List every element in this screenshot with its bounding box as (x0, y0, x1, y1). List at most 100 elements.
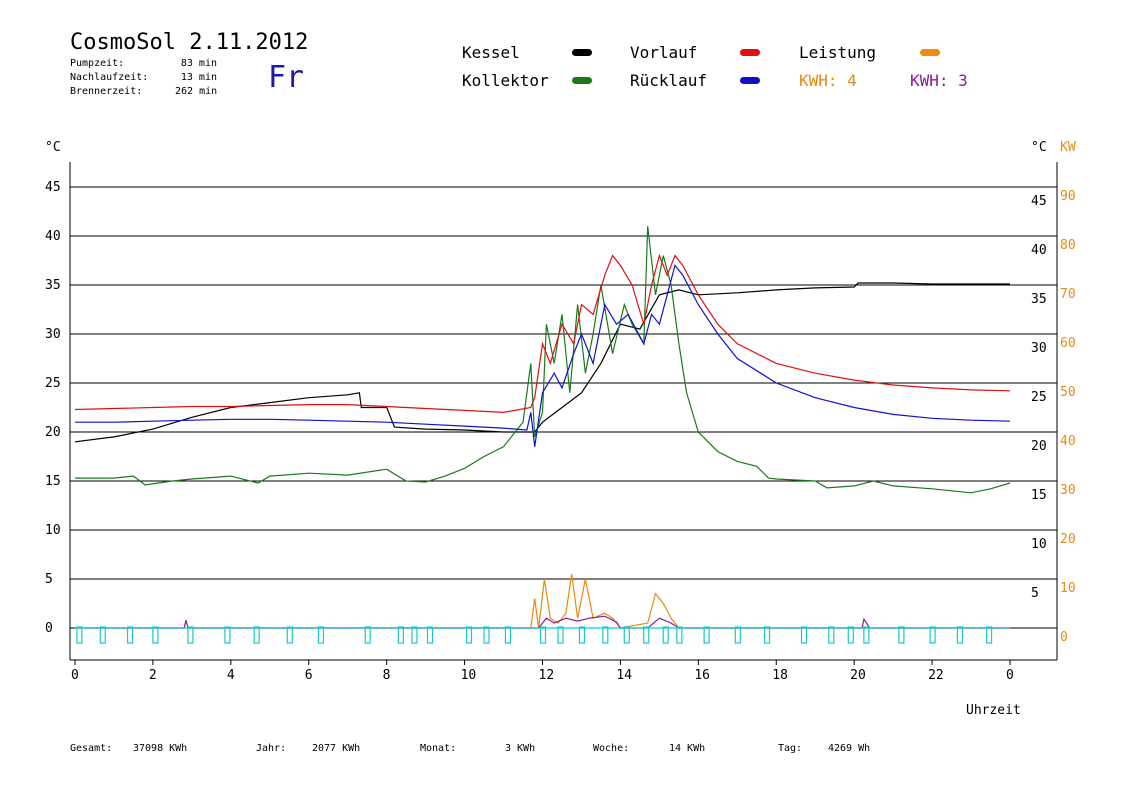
pump-marker (286, 626, 293, 644)
y-tick-label-right: 40 (1031, 243, 1047, 258)
pump-marker (734, 626, 741, 644)
y-tick-label-kw: 30 (1060, 483, 1076, 498)
y-tick-label-left: 20 (45, 425, 61, 440)
legend-label-kessel: Kessel (462, 43, 520, 62)
footer-tag-value: 4269 Wh (828, 743, 871, 754)
pump-marker (224, 626, 231, 644)
pump-marker (364, 626, 371, 644)
legend-kwh-4: KWH: 4 (799, 71, 857, 90)
pump-marker (929, 626, 936, 644)
y-tick-label-kw: 0 (1060, 630, 1068, 645)
y-axis-label-left: °C (45, 140, 61, 155)
x-tick-label: 2 (149, 668, 157, 683)
legend-swatch-kessel (572, 49, 592, 56)
series-line-kollektor (75, 226, 1011, 494)
x-tick-label: 6 (305, 668, 313, 683)
legend-kwh-3: KWH: 3 (910, 71, 968, 90)
footer-tag-label: Tag: (778, 743, 803, 754)
pump-marker (676, 626, 683, 644)
pump-marker (397, 626, 404, 644)
pump-marker (317, 626, 325, 644)
pump-marker (99, 626, 106, 644)
y-tick-label-left: 35 (45, 278, 61, 293)
legend-label-vorlauf: Vorlauf (630, 43, 698, 62)
series-line-kessel (74, 282, 1010, 443)
x-tick-label: 0 (1006, 668, 1014, 683)
y-tick-label-left: 5 (45, 572, 53, 587)
y-tick-label-kw: 80 (1060, 238, 1076, 253)
y-tick-label-right: 15 (1031, 488, 1047, 503)
pump-marker (602, 626, 609, 644)
pump-marker (985, 626, 993, 644)
pump-marker (557, 626, 564, 644)
y-tick-label-kw: 10 (1060, 581, 1076, 596)
y-tick-label-right: 35 (1031, 292, 1047, 307)
pump-marker (703, 626, 710, 644)
y-tick-label-right: 25 (1031, 390, 1047, 405)
x-tick-label: 18 (772, 668, 788, 683)
stat-brennerzeit-value: 262 min (175, 86, 218, 97)
y-tick-label-left: 0 (45, 621, 53, 636)
pump-marker (152, 626, 159, 644)
footer-monat-value: 3 KWh (505, 743, 536, 754)
y-tick-label-kw: 40 (1060, 434, 1076, 449)
pump-marker (411, 626, 418, 644)
pump-marker (126, 626, 134, 644)
y-tick-label-kw: 50 (1060, 385, 1076, 400)
legend-swatch-leistung (920, 49, 940, 56)
legend-swatch-vorlauf (740, 49, 760, 56)
x-tick-label: 20 (850, 668, 866, 683)
chart-title: CosmoSol 2.11.2012 (70, 30, 309, 55)
pump-marker (863, 626, 870, 644)
pump-marker (578, 626, 586, 644)
y-tick-label-left: 30 (45, 327, 61, 342)
y-tick-label-right: 10 (1031, 537, 1047, 552)
pump-marker (662, 626, 669, 644)
y-tick-label-kw: 60 (1060, 336, 1076, 351)
y-tick-label-kw: 70 (1060, 287, 1076, 302)
legend-swatch-kollektor (572, 77, 592, 84)
pump-marker (847, 626, 854, 644)
pump-marker (465, 626, 473, 644)
weekday-label: Fr (268, 60, 305, 95)
pump-marker (187, 626, 194, 644)
stat-pumpzeit-value: 83 min (180, 58, 217, 69)
pump-marker (483, 626, 490, 644)
y-tick-label-kw: 90 (1060, 189, 1076, 204)
footer-gesamt-label: Gesamt: (70, 743, 113, 754)
footer-woche-label: Woche: (593, 743, 630, 754)
y-tick-label-left: 45 (45, 180, 61, 195)
legend-swatch-ruecklauf (740, 77, 760, 84)
y-tick-label-right: 5 (1031, 586, 1039, 601)
series-line-vorlauf (74, 253, 1011, 414)
series-line-r-cklauf (75, 264, 1011, 447)
y-tick-label-kw: 20 (1060, 532, 1076, 547)
pump-marker (763, 626, 771, 644)
footer-gesamt-value: 37098 KWh (133, 743, 188, 754)
y-tick-label-left: 15 (45, 474, 61, 489)
legend-label-ruecklauf: Rücklauf (630, 71, 708, 90)
pump-marker (898, 626, 905, 644)
footer-jahr-label: Jahr: (256, 743, 287, 754)
pump-marker (426, 626, 434, 644)
x-tick-label: 22 (928, 668, 944, 683)
y-tick-label-right: 20 (1031, 439, 1047, 454)
y-axis-label-kw: KW (1060, 140, 1076, 155)
x-tick-label: 12 (539, 668, 555, 683)
x-tick-label: 16 (694, 668, 710, 683)
y-axis-label-right: °C (1031, 140, 1047, 155)
y-tick-label-right: 30 (1031, 341, 1047, 356)
footer-woche-value: 14 KWh (669, 743, 706, 754)
y-tick-label-left: 10 (45, 523, 61, 538)
pump-marker (504, 626, 512, 644)
pump-marker (253, 626, 260, 644)
pump-marker (956, 626, 963, 644)
x-tick-label: 10 (461, 668, 477, 683)
pump-marker (643, 626, 650, 644)
x-axis-label: Uhrzeit (966, 703, 1021, 718)
series-line-kwh-4 (75, 574, 1010, 629)
pump-marker (623, 626, 630, 644)
y-tick-label-right: 45 (1031, 194, 1047, 209)
y-tick-label-left: 25 (45, 376, 61, 391)
